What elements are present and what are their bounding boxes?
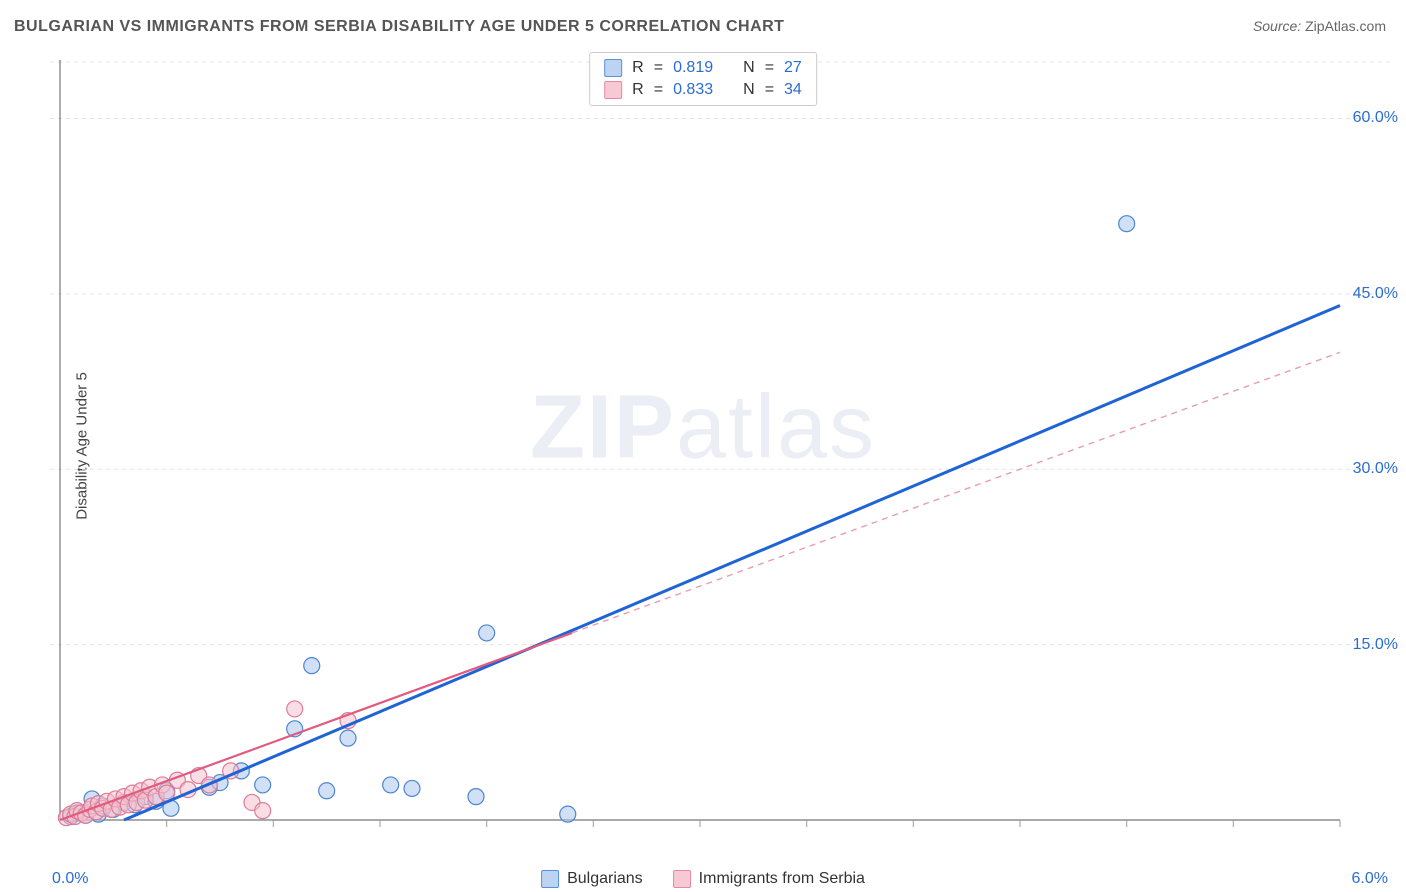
x-tick-label: 6.0% [1352, 870, 1388, 888]
scatter-chart [50, 50, 1390, 840]
source-value: ZipAtlas.com [1305, 18, 1386, 34]
n-value: 34 [784, 81, 802, 99]
x-tick-label: 0.0% [52, 870, 88, 888]
equals-sign: = [765, 81, 774, 99]
legend-label: Bulgarians [567, 870, 643, 888]
chart-container: BULGARIAN VS IMMIGRANTS FROM SERBIA DISA… [0, 0, 1406, 892]
legend-swatch-icon [604, 59, 622, 77]
equals-sign: = [654, 59, 663, 77]
equals-sign: = [765, 59, 774, 77]
legend-swatch-icon [673, 870, 691, 888]
legend-item: Bulgarians [541, 870, 643, 888]
legend-swatch-icon [604, 81, 622, 99]
legend-row: R = 0.833 N = 34 [600, 79, 806, 101]
n-label: N [743, 81, 755, 99]
y-tick-label: 60.0% [1353, 109, 1398, 127]
chart-title: BULGARIAN VS IMMIGRANTS FROM SERBIA DISA… [14, 18, 784, 36]
legend-swatch-icon [541, 870, 559, 888]
source-attribution: Source: ZipAtlas.com [1253, 18, 1386, 34]
y-tick-label: 30.0% [1353, 460, 1398, 478]
n-label: N [743, 59, 755, 77]
source-label: Source: [1253, 18, 1301, 34]
r-value: 0.819 [673, 59, 713, 77]
r-label: R [632, 81, 644, 99]
y-tick-label: 45.0% [1353, 285, 1398, 303]
r-label: R [632, 59, 644, 77]
legend-row: R = 0.819 N = 27 [600, 57, 806, 79]
correlation-legend: R = 0.819 N = 27 R = 0.833 N = 34 [589, 52, 817, 106]
legend-label: Immigrants from Serbia [699, 870, 865, 888]
legend-item: Immigrants from Serbia [673, 870, 865, 888]
series-legend: Bulgarians Immigrants from Serbia [541, 870, 865, 888]
equals-sign: = [654, 81, 663, 99]
y-tick-label: 15.0% [1353, 636, 1398, 654]
r-value: 0.833 [673, 81, 713, 99]
n-value: 27 [784, 59, 802, 77]
